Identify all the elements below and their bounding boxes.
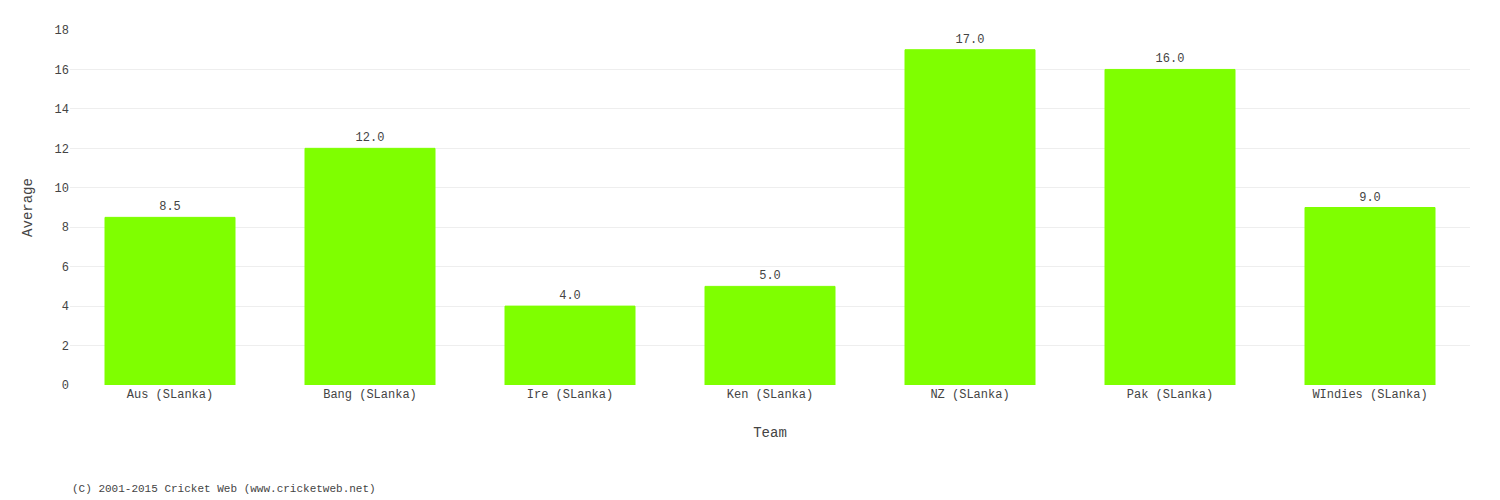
svg-text:16: 16	[55, 64, 69, 78]
svg-text:Aus (SLanka): Aus (SLanka)	[127, 388, 213, 402]
svg-text:Ken (SLanka): Ken (SLanka)	[727, 388, 813, 402]
svg-text:18: 18	[55, 24, 69, 38]
svg-text:Pak (SLanka): Pak (SLanka)	[1127, 388, 1213, 402]
svg-text:4: 4	[62, 300, 69, 314]
svg-text:12.0: 12.0	[356, 131, 385, 145]
svg-text:NZ (SLanka): NZ (SLanka)	[930, 388, 1009, 402]
svg-text:5.0: 5.0	[759, 269, 781, 283]
svg-text:WIndies (SLanka): WIndies (SLanka)	[1312, 388, 1427, 402]
svg-text:0: 0	[62, 379, 69, 393]
svg-text:16.0: 16.0	[1156, 52, 1185, 66]
svg-text:14: 14	[55, 103, 69, 117]
svg-text:9.0: 9.0	[1359, 191, 1381, 205]
svg-text:17.0: 17.0	[956, 33, 985, 47]
svg-text:2: 2	[62, 340, 69, 354]
svg-text:8: 8	[62, 221, 69, 235]
svg-text:12: 12	[55, 143, 69, 157]
svg-text:Team: Team	[753, 425, 787, 441]
svg-text:8.5: 8.5	[159, 200, 181, 214]
svg-text:Ire (SLanka): Ire (SLanka)	[527, 388, 613, 402]
svg-text:Bang (SLanka): Bang (SLanka)	[323, 388, 417, 402]
svg-text:(C) 2001-2015 Cricket Web (www: (C) 2001-2015 Cricket Web (www.cricketwe…	[72, 483, 376, 495]
svg-text:Average: Average	[20, 178, 36, 237]
svg-text:4.0: 4.0	[559, 289, 581, 303]
svg-text:10: 10	[55, 182, 69, 196]
svg-text:6: 6	[62, 261, 69, 275]
